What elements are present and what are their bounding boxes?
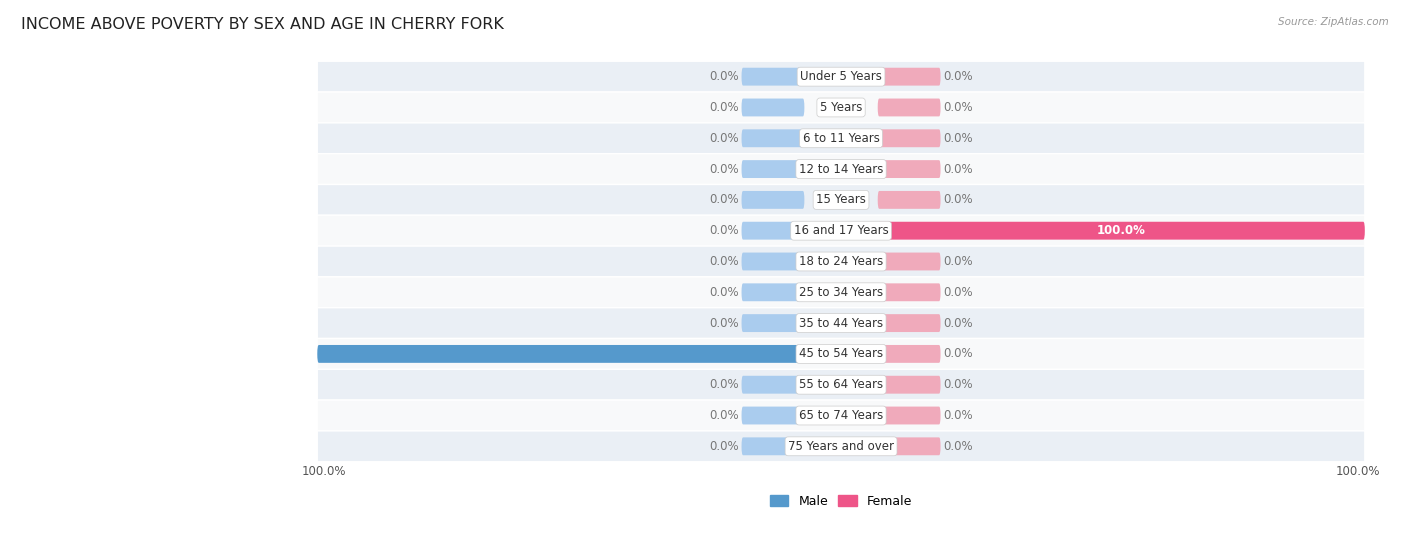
Text: Under 5 Years: Under 5 Years [800,70,882,83]
FancyBboxPatch shape [741,314,804,332]
Text: 0.0%: 0.0% [943,440,973,453]
Text: 16 and 17 Years: 16 and 17 Years [793,224,889,237]
FancyBboxPatch shape [318,215,1365,246]
Text: 0.0%: 0.0% [709,255,740,268]
Text: 0.0%: 0.0% [943,409,973,422]
FancyBboxPatch shape [741,376,804,394]
Text: 0.0%: 0.0% [709,70,740,83]
FancyBboxPatch shape [877,376,941,394]
FancyBboxPatch shape [877,406,941,424]
Text: INCOME ABOVE POVERTY BY SEX AND AGE IN CHERRY FORK: INCOME ABOVE POVERTY BY SEX AND AGE IN C… [21,17,503,32]
FancyBboxPatch shape [877,160,941,178]
FancyBboxPatch shape [741,253,804,271]
FancyBboxPatch shape [741,129,804,147]
FancyBboxPatch shape [877,68,941,86]
Text: Source: ZipAtlas.com: Source: ZipAtlas.com [1278,17,1389,27]
FancyBboxPatch shape [318,369,1365,400]
Text: 0.0%: 0.0% [709,224,740,237]
Text: 100.0%: 100.0% [13,347,62,361]
Text: 0.0%: 0.0% [709,286,740,299]
Text: 0.0%: 0.0% [709,440,740,453]
Text: 100.0%: 100.0% [1097,224,1146,237]
Text: 100.0%: 100.0% [1336,465,1381,478]
Text: 0.0%: 0.0% [943,255,973,268]
FancyBboxPatch shape [877,191,941,209]
Text: 12 to 14 Years: 12 to 14 Years [799,163,883,176]
FancyBboxPatch shape [318,123,1365,154]
Text: 0.0%: 0.0% [709,193,740,206]
Text: 0.0%: 0.0% [943,286,973,299]
FancyBboxPatch shape [318,400,1365,431]
Text: 0.0%: 0.0% [709,409,740,422]
FancyBboxPatch shape [318,61,1365,92]
FancyBboxPatch shape [877,222,1365,240]
Text: 0.0%: 0.0% [709,163,740,176]
Text: 0.0%: 0.0% [943,347,973,361]
Legend: Male, Female: Male, Female [765,490,917,513]
Text: 65 to 74 Years: 65 to 74 Years [799,409,883,422]
FancyBboxPatch shape [318,307,1365,339]
Text: 45 to 54 Years: 45 to 54 Years [799,347,883,361]
Text: 0.0%: 0.0% [709,316,740,330]
FancyBboxPatch shape [318,246,1365,277]
FancyBboxPatch shape [741,283,804,301]
FancyBboxPatch shape [877,314,941,332]
Text: 18 to 24 Years: 18 to 24 Years [799,255,883,268]
FancyBboxPatch shape [741,437,804,455]
Text: 0.0%: 0.0% [943,193,973,206]
FancyBboxPatch shape [318,277,1365,307]
Text: 0.0%: 0.0% [943,378,973,391]
FancyBboxPatch shape [741,406,804,424]
FancyBboxPatch shape [877,283,941,301]
FancyBboxPatch shape [318,345,804,363]
Text: 75 Years and over: 75 Years and over [787,440,894,453]
FancyBboxPatch shape [877,253,941,271]
FancyBboxPatch shape [318,184,1365,215]
Text: 35 to 44 Years: 35 to 44 Years [799,316,883,330]
Text: 0.0%: 0.0% [943,316,973,330]
Text: 6 to 11 Years: 6 to 11 Years [803,132,880,145]
Text: 0.0%: 0.0% [709,378,740,391]
FancyBboxPatch shape [318,92,1365,123]
FancyBboxPatch shape [877,129,941,147]
FancyBboxPatch shape [318,339,1365,369]
Text: 0.0%: 0.0% [943,70,973,83]
Text: 5 Years: 5 Years [820,101,862,114]
Text: 25 to 34 Years: 25 to 34 Years [799,286,883,299]
FancyBboxPatch shape [741,222,804,240]
FancyBboxPatch shape [741,68,804,86]
Text: 55 to 64 Years: 55 to 64 Years [799,378,883,391]
FancyBboxPatch shape [877,345,941,363]
Text: 0.0%: 0.0% [943,101,973,114]
FancyBboxPatch shape [318,431,1365,462]
Text: 0.0%: 0.0% [709,132,740,145]
Text: 0.0%: 0.0% [943,163,973,176]
FancyBboxPatch shape [741,160,804,178]
Text: 0.0%: 0.0% [943,132,973,145]
FancyBboxPatch shape [877,98,941,116]
Text: 0.0%: 0.0% [709,101,740,114]
FancyBboxPatch shape [877,437,941,455]
FancyBboxPatch shape [318,154,1365,184]
FancyBboxPatch shape [741,98,804,116]
FancyBboxPatch shape [741,191,804,209]
Text: 15 Years: 15 Years [815,193,866,206]
Text: 100.0%: 100.0% [301,465,346,478]
